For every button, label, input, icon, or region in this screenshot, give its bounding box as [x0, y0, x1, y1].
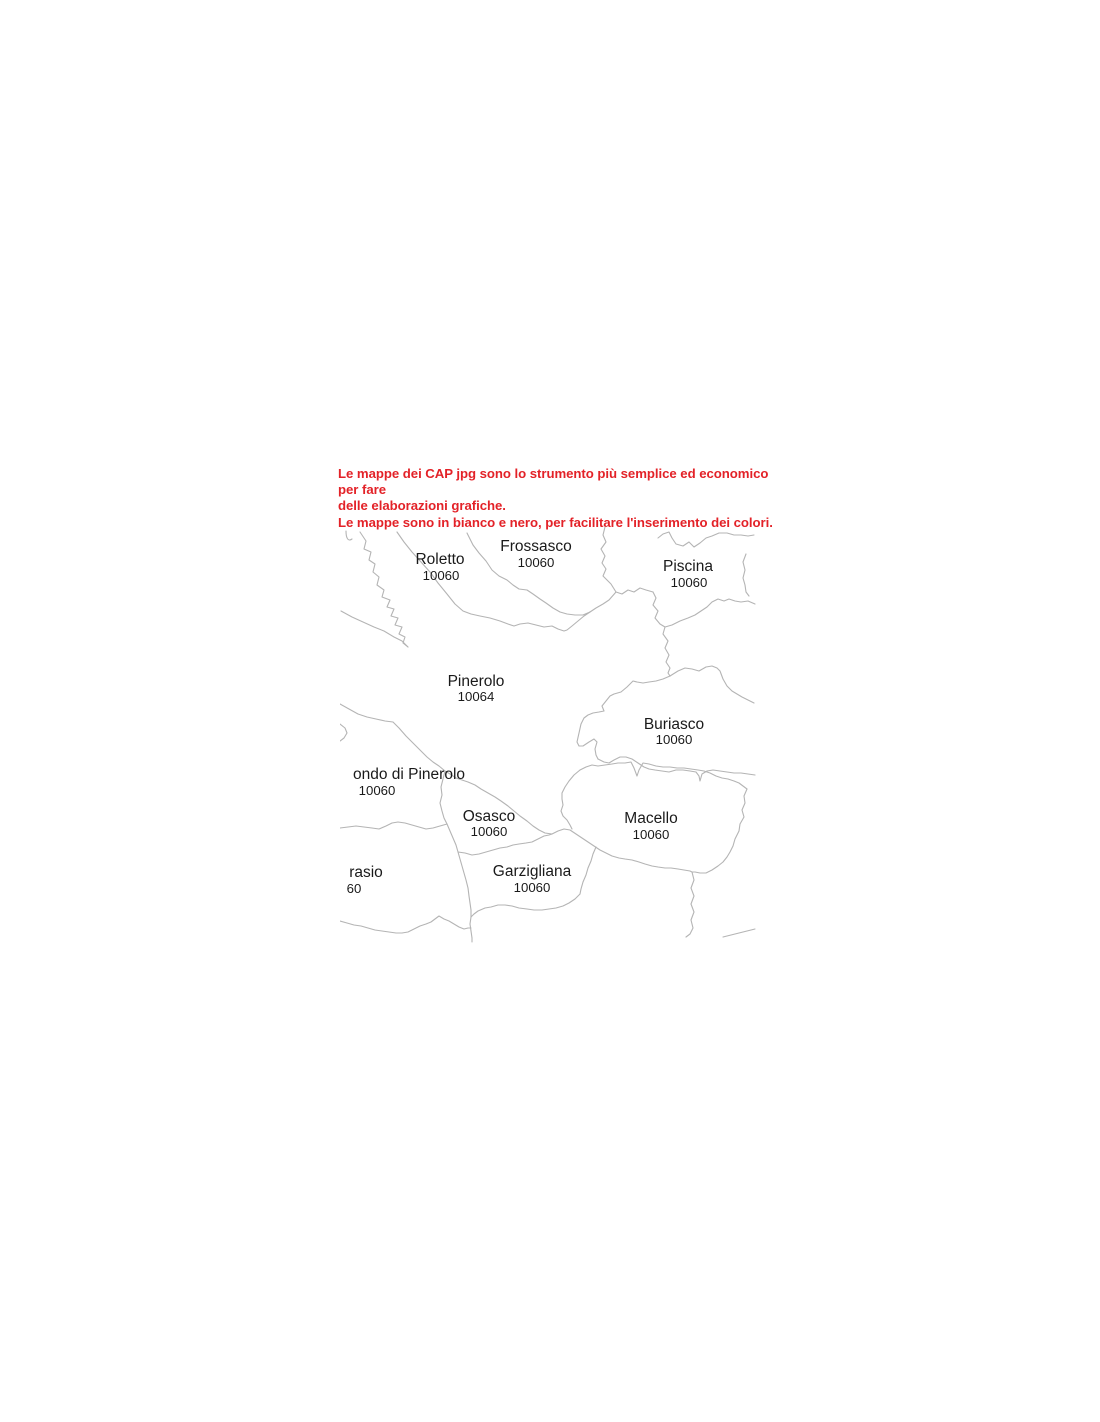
region-cap-roletto: 10060: [423, 568, 460, 583]
region-cap-frossasco: 10060: [518, 555, 555, 570]
region-label-osasco: Osasco: [463, 808, 516, 825]
region-cap-rasio: 60: [347, 881, 362, 896]
intro-line-1: Le mappe dei CAP jpg sono lo strumento p…: [338, 466, 769, 498]
region-cap-piscina: 10060: [671, 575, 708, 590]
region-cap-osasco: 10060: [471, 824, 508, 839]
region-cap-buriasco: 10060: [656, 732, 693, 747]
region-label-piscina: Piscina: [663, 558, 713, 575]
region-label-pinerolo: Pinerolo: [448, 673, 505, 690]
intro-text: Le mappe dei CAP jpg sono lo strumento p…: [338, 466, 778, 531]
region-label-buriasco: Buriasco: [644, 716, 704, 733]
region-cap-ondo-di-pinerolo: 10060: [359, 783, 396, 798]
intro-line-2: delle elaborazioni grafiche.: [338, 498, 506, 514]
region-cap-pinerolo: 10064: [458, 689, 495, 704]
region-cap-macello: 10060: [633, 827, 670, 842]
region-cap-garzigliana: 10060: [514, 880, 551, 895]
cap-map: Roletto 10060 Frossasco 10060 Piscina 10060 Pi…: [340, 520, 758, 952]
region-label-roletto: Roletto: [415, 551, 464, 568]
boundary-lines: [340, 526, 756, 943]
region-label-macello: Macello: [624, 810, 677, 827]
region-label-rasio: rasio: [349, 864, 383, 881]
region-label-ondo-di-pinerolo: ondo di Pinerolo: [353, 766, 465, 783]
region-label-frossasco: Frossasco: [500, 538, 572, 555]
intro-line-3: Le mappe sono in bianco e nero, per faci…: [338, 514, 773, 530]
region-label-garzigliana: Garzigliana: [493, 863, 572, 880]
